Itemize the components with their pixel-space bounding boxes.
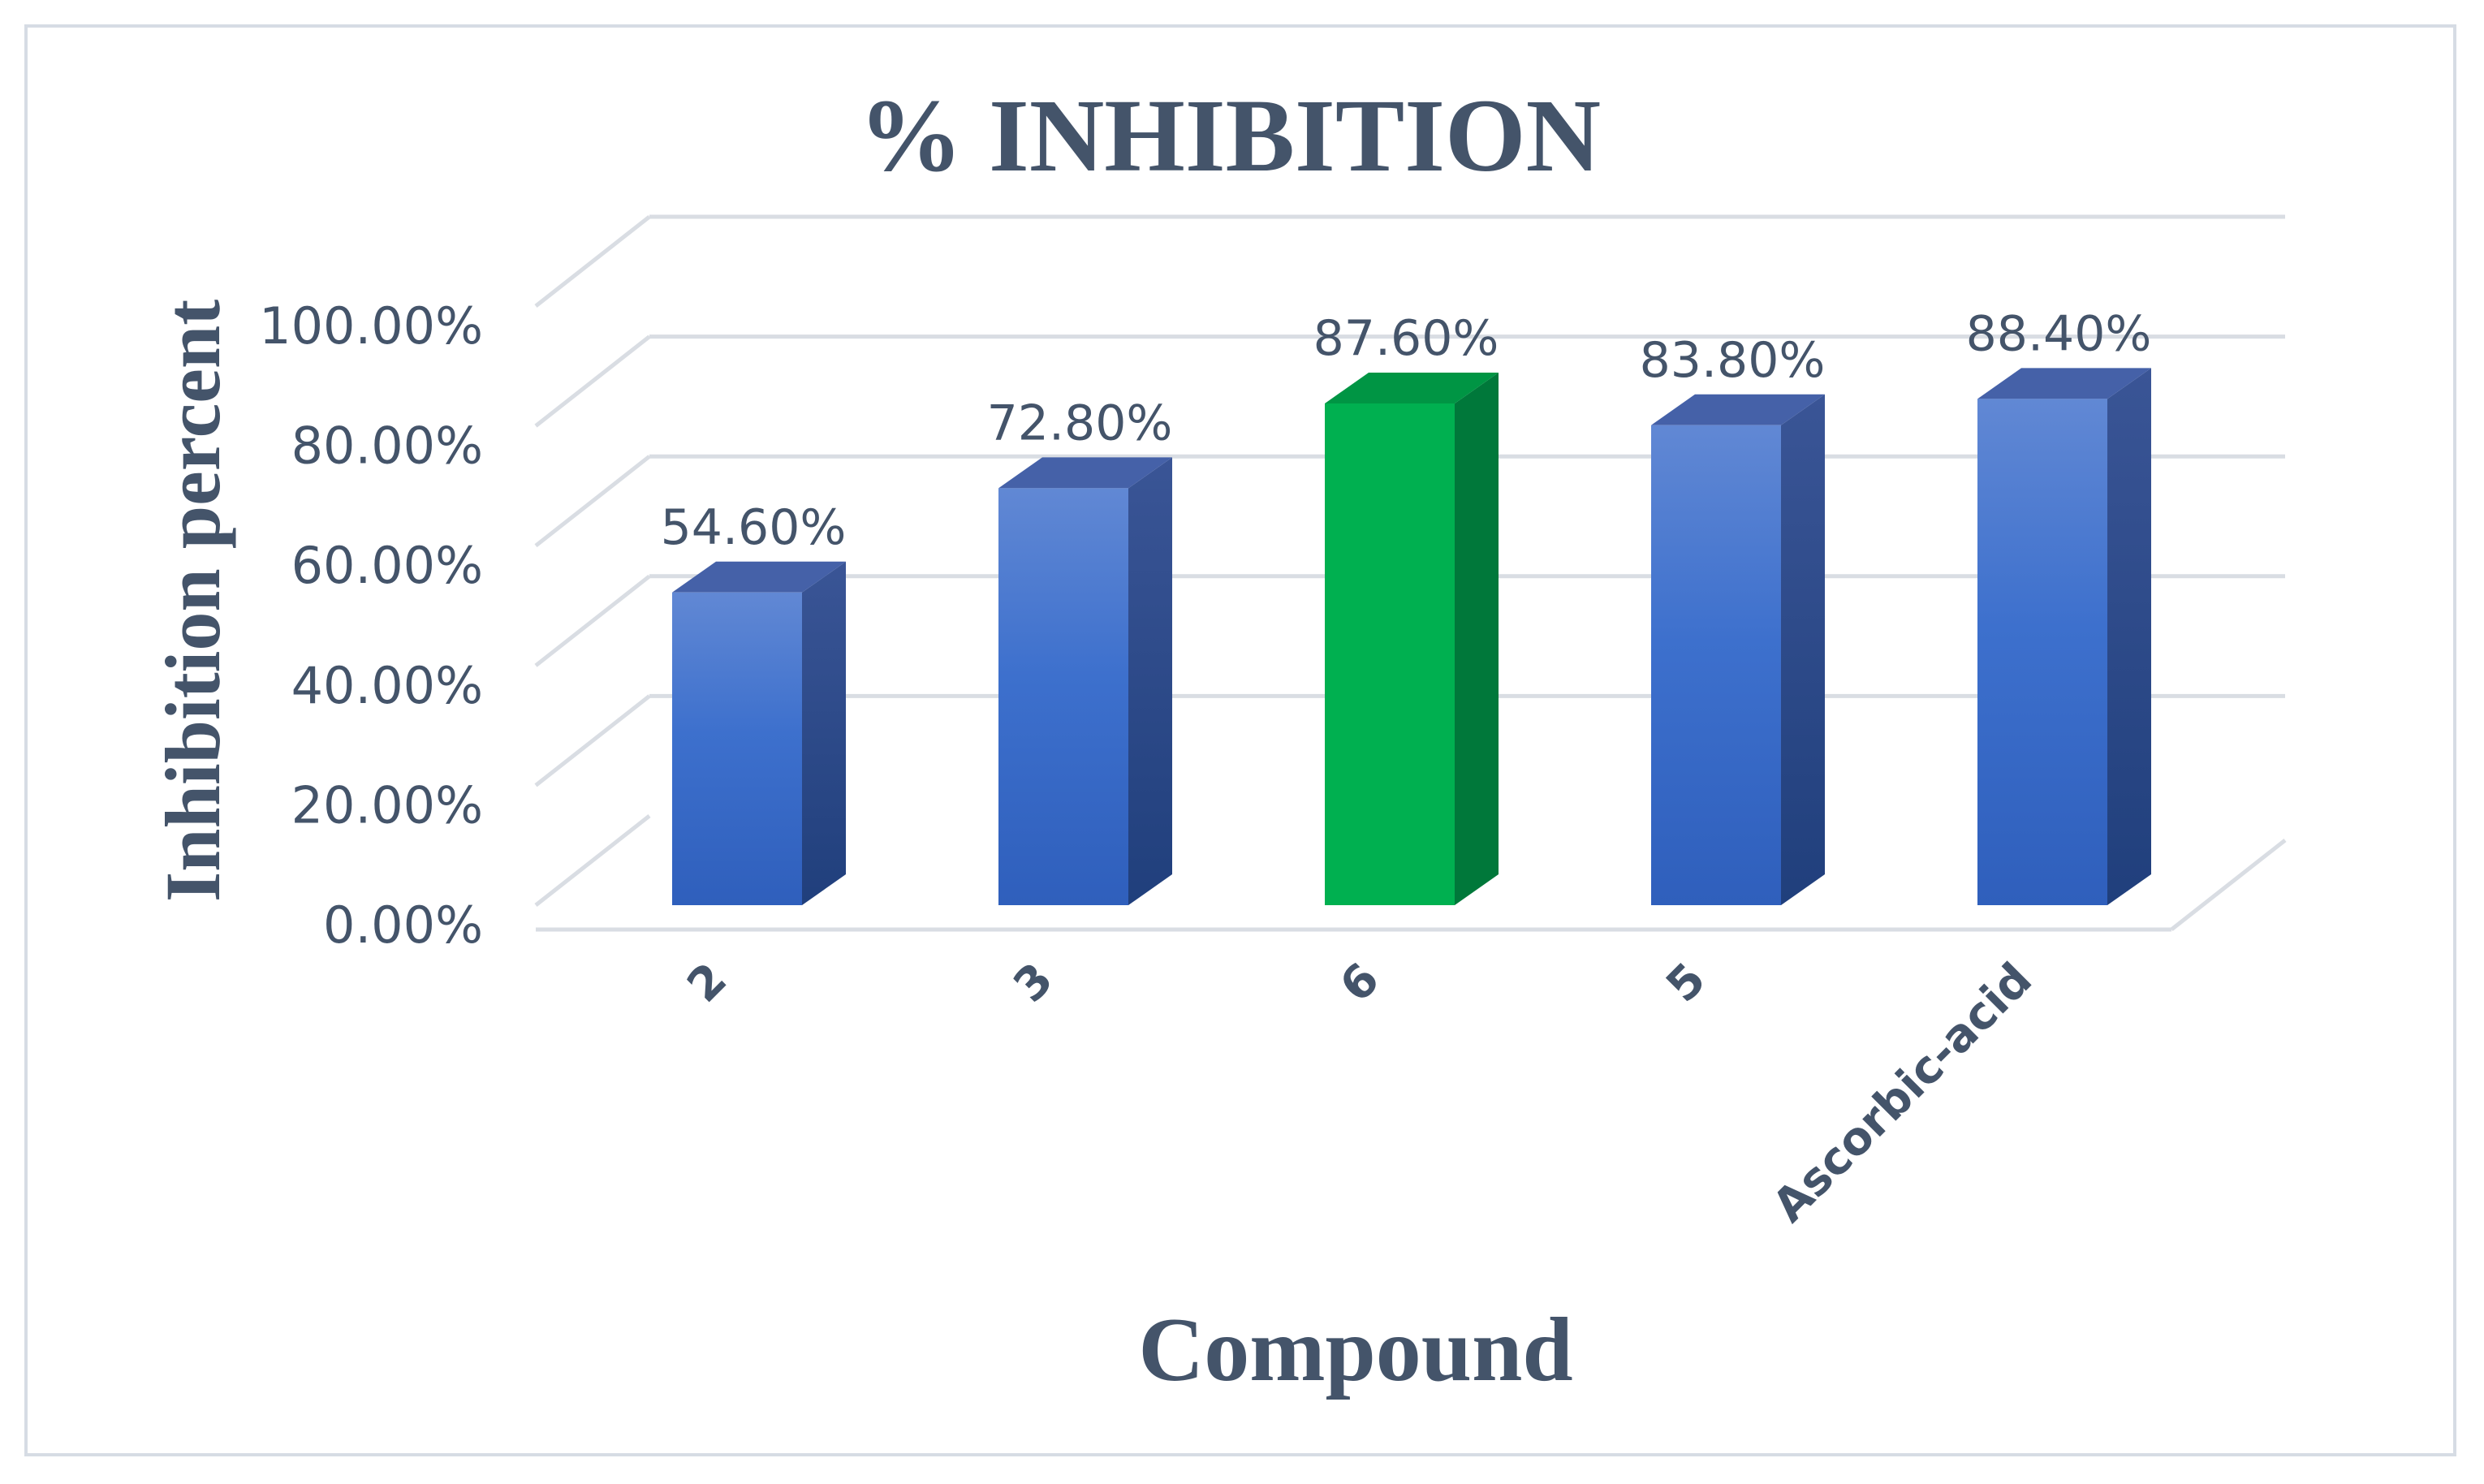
data-label: 88.40% — [1966, 305, 2152, 362]
y-tick-label: 100.00% — [259, 296, 483, 356]
y-tick-label: 60.00% — [291, 536, 483, 595]
bar-top — [672, 561, 846, 593]
bar-5 — [1651, 394, 1825, 905]
y-axis-title: Inhibition percent — [149, 300, 236, 902]
bar-top — [1651, 394, 1825, 425]
gridline-side — [534, 334, 651, 428]
bar-front — [1651, 425, 1781, 905]
data-label: 72.80% — [987, 395, 1173, 451]
bar-front — [672, 592, 802, 905]
bar-6 — [1325, 372, 1499, 905]
category-label: 2 — [677, 953, 737, 1013]
bar-ascorbic-acid — [1977, 368, 2151, 906]
y-tick-label: 0.00% — [323, 895, 483, 955]
x-axis-title: Compound — [1138, 1300, 1572, 1400]
data-label: 54.60% — [661, 499, 847, 556]
y-tick-label: 80.00% — [291, 416, 483, 476]
bar-top — [1977, 368, 2151, 399]
category-labels: 2 3 6 5 Ascorbic-acid — [677, 953, 2042, 1232]
y-tick-label: 20.00% — [291, 775, 483, 835]
data-label: 87.60% — [1313, 310, 1499, 367]
bar-side — [2107, 368, 2151, 906]
y-axis-ticks: 0.00% 20.00% 40.00% 60.00% 80.00% 100.00% — [259, 296, 483, 955]
bar-top — [998, 457, 1172, 489]
data-label: 83.80% — [1640, 332, 1826, 389]
bar-3 — [998, 457, 1172, 905]
category-label: 6 — [1330, 953, 1390, 1013]
gridline-side — [534, 694, 651, 787]
gridline-side — [534, 814, 651, 907]
bar-side — [1781, 394, 1825, 905]
bar-front — [1977, 399, 2107, 906]
bar-top — [1325, 372, 1499, 403]
category-label: 3 — [1003, 953, 1063, 1013]
chart-title: % INHIBITION — [859, 78, 1601, 193]
bar-side — [1455, 372, 1499, 905]
bar-side — [802, 561, 846, 905]
gridline-side — [534, 455, 651, 548]
bars — [672, 368, 2151, 906]
bar-front — [998, 488, 1128, 905]
bar-2 — [672, 561, 846, 905]
bar-front — [1325, 403, 1455, 905]
floor-edge-right — [2170, 839, 2287, 931]
gridline-side — [534, 215, 651, 308]
category-label: Ascorbic-acid — [1763, 953, 2042, 1232]
category-label: 5 — [1656, 953, 1716, 1013]
bar-side — [1128, 457, 1172, 905]
gridline-side — [534, 574, 651, 667]
y-tick-label: 40.00% — [291, 656, 483, 715]
data-labels: 54.60% 72.80% 87.60% 83.80% 88.40% — [661, 305, 2152, 555]
